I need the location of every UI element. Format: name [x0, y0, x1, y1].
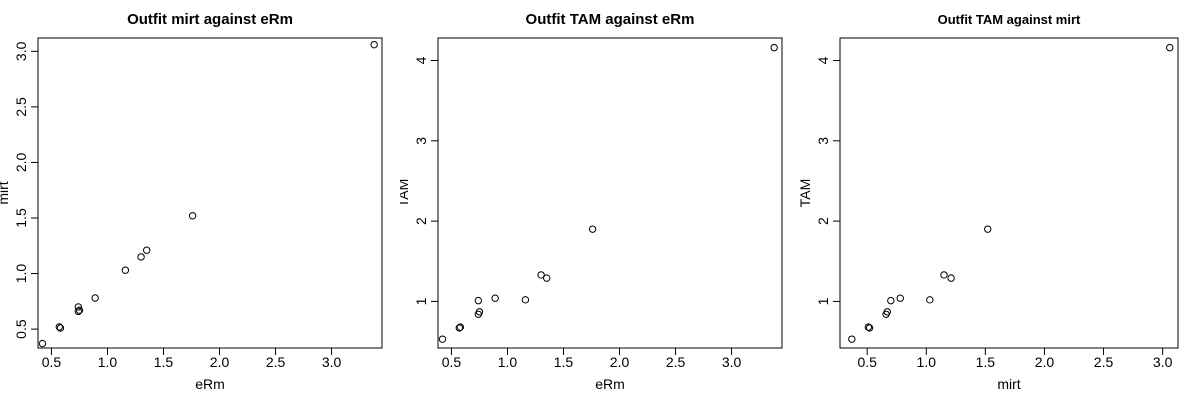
data-point: [438, 335, 447, 343]
data-point: [137, 253, 145, 261]
data-point: [474, 296, 483, 305]
x-tick-label: 1.0: [98, 354, 118, 370]
y-axis-label: mirt: [0, 181, 11, 204]
data-point: [1166, 43, 1174, 52]
plot-frame: [37, 37, 383, 349]
y-tick-label: 2: [413, 217, 429, 225]
data-point: [887, 296, 895, 305]
scatter-plot-1: Outfit mirt against eRm 0.5 1.0 1.5 2.0 2.5 3.…: [0, 11, 383, 392]
data-point: [38, 339, 47, 348]
plot-frame: [437, 37, 783, 349]
y-tick-label: 4: [413, 56, 429, 64]
data-point: [370, 40, 378, 49]
x-axis-label: eRm: [595, 376, 625, 392]
x-tick-label: 1.5: [554, 354, 574, 370]
x-tick-label: 3.0: [1153, 354, 1173, 370]
x-tick-label: 2.0: [210, 354, 230, 370]
data-point: [940, 271, 948, 279]
x-tick-label: 2.5: [666, 354, 686, 370]
data-point: [926, 296, 934, 304]
y-axis-label: TAM: [800, 179, 813, 208]
y-tick-label: 1: [815, 297, 831, 305]
data-point: [456, 323, 465, 331]
plot-frame: [839, 37, 1179, 349]
y-tick-label: 3: [815, 137, 831, 145]
x-tick-label: 1.0: [498, 354, 518, 370]
y-tick-label: 2: [815, 217, 831, 225]
y-tick-label: 3: [413, 137, 429, 145]
data-point: [896, 294, 904, 302]
data-point: [770, 43, 778, 52]
y-tick-label: 2.5: [13, 97, 29, 117]
x-axis-label: eRm: [195, 376, 225, 392]
x-tick-label: 0.5: [857, 354, 877, 370]
x-tick-label: 2.5: [1094, 354, 1114, 370]
y-axis-label: TAM: [400, 179, 411, 208]
data-point: [75, 306, 84, 314]
y-tick-label: 0.5: [13, 319, 29, 339]
data-point: [74, 303, 83, 311]
data-point: [475, 308, 484, 316]
data-point: [883, 308, 891, 316]
data-point: [91, 294, 99, 302]
data-point: [491, 294, 499, 302]
x-tick-label: 1.5: [976, 354, 996, 370]
data-point: [864, 323, 873, 331]
data-point: [947, 274, 955, 282]
data-point: [521, 296, 530, 304]
chart-title: Outfit TAM against eRm: [526, 11, 695, 28]
data-point: [55, 323, 63, 331]
x-axis-label: mirt: [997, 376, 1020, 392]
data-point: [542, 274, 551, 282]
y-tick-label: 2.0: [13, 153, 29, 173]
x-tick-label: 1.0: [917, 354, 937, 370]
x-tick-label: 2.0: [610, 354, 630, 370]
y-tick-label: 1: [413, 297, 429, 305]
data-point: [121, 266, 130, 274]
x-tick-label: 3.0: [722, 354, 742, 370]
chart-panel-2: Outfit TAM against eRm 0.5 1.0 1.5 2.0 2.5 3.0…: [400, 0, 800, 400]
data-point: [142, 246, 151, 254]
data-point: [537, 271, 545, 279]
x-tick-label: 1.5: [154, 354, 174, 370]
x-tick-label: 3.0: [322, 354, 342, 370]
x-tick-label: 2.0: [1035, 354, 1055, 370]
x-tick-label: 0.5: [442, 354, 462, 370]
scatter-plot-2: Outfit TAM against eRm 0.5 1.0 1.5 2.0 2.5 3.0…: [400, 11, 783, 392]
y-tick-label: 3.0: [13, 41, 29, 61]
x-tick-label: 0.5: [42, 354, 62, 370]
data-point: [984, 225, 992, 233]
x-tick-label: 2.5: [266, 354, 286, 370]
data-point: [865, 324, 874, 332]
data-point: [56, 324, 65, 332]
chart-panel-3: Outfit TAM against mirt 0.5 1.0 1.5 2.0 2.5 3.…: [800, 0, 1200, 400]
scatter-plot-3: Outfit TAM against mirt 0.5 1.0 1.5 2.0 2.5 3.…: [800, 12, 1179, 392]
chart-title: Outfit TAM against mirt: [938, 12, 1081, 27]
y-tick-label: 4: [815, 56, 831, 64]
data-point: [188, 212, 197, 220]
data-point: [74, 307, 83, 316]
y-tick-label: 1.0: [13, 264, 29, 284]
chart-title: Outfit mirt against eRm: [127, 11, 293, 28]
data-point: [588, 225, 597, 233]
data-point: [455, 324, 463, 332]
y-tick-label: 1.5: [13, 208, 29, 228]
chart-panel-1: Outfit mirt against eRm 0.5 1.0 1.5 2.0 2.5 3.…: [0, 0, 400, 400]
data-point: [848, 335, 856, 343]
